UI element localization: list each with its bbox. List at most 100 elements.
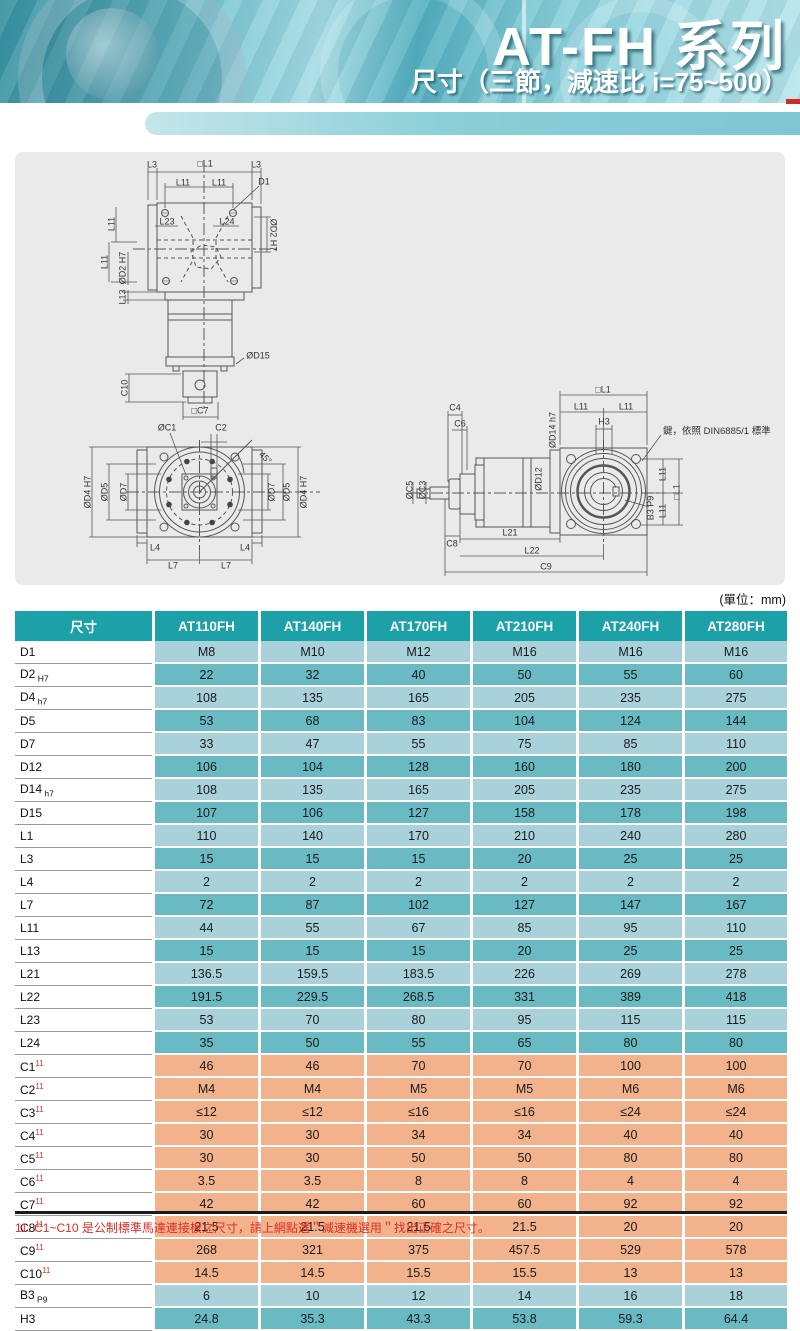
table-header-cell: AT110FH: [152, 611, 258, 641]
row-label: L7: [15, 894, 152, 917]
dim-label: ØD12: [533, 467, 544, 491]
dim-label: ØC5: [404, 480, 415, 500]
cell-value: 14: [470, 1285, 576, 1308]
row-label: D1: [15, 641, 152, 664]
dim-label: C6: [454, 418, 466, 429]
cell-value: 68: [258, 710, 364, 733]
cell-value: M4: [152, 1078, 258, 1101]
cell-value: 108: [152, 779, 258, 802]
cell-value: 529: [576, 1239, 682, 1262]
table-row: L11 44 55 67 85 95 110: [15, 917, 787, 940]
cell-value: M12: [364, 641, 470, 664]
cell-value: 2: [364, 871, 470, 894]
dim-label: ØD5: [281, 482, 292, 502]
technical-drawing: [89, 160, 683, 576]
dim-label: L11: [573, 401, 589, 412]
cell-value: 35.3: [258, 1308, 364, 1331]
cell-value: 47: [258, 733, 364, 756]
cell-value: 92: [682, 1193, 787, 1216]
dim-label: H3: [598, 416, 610, 427]
table-row: D7 33 47 55 75 85 110: [15, 733, 787, 756]
cell-value: 25: [576, 940, 682, 963]
table-row: C411 30 30 34 34 40 40: [15, 1124, 787, 1147]
cell-value: 108: [152, 687, 258, 710]
cell-value: 83: [364, 710, 470, 733]
cell-value: 55: [364, 733, 470, 756]
dim-label: ØD2 H7: [268, 218, 279, 252]
dim-label: L11: [99, 254, 110, 270]
cell-value: 25: [682, 940, 787, 963]
footnote: 11. C1~C10 是公制標準馬達連接板之尺寸，請上網點選＂減速機選用＂找出正…: [15, 1221, 490, 1235]
cell-value: 50: [258, 1032, 364, 1055]
dim-label: L13: [117, 289, 128, 305]
cell-value: 50: [470, 664, 576, 687]
cell-value: 59.3: [576, 1308, 682, 1331]
cell-value: 136.5: [152, 963, 258, 986]
cell-value: 3.5: [152, 1170, 258, 1193]
table-row: B3 P9 6 10 12 14 16 18: [15, 1285, 787, 1308]
cell-value: 92: [576, 1193, 682, 1216]
banner-photo-divider: [522, 0, 526, 103]
cell-value: 205: [470, 779, 576, 802]
cell-value: 229.5: [258, 986, 364, 1009]
cell-value: 2: [682, 871, 787, 894]
cell-value: 198: [682, 802, 787, 825]
row-label: D5: [15, 710, 152, 733]
cell-value: 226: [470, 963, 576, 986]
cell-value: 55: [364, 1032, 470, 1055]
cell-value: 321: [258, 1239, 364, 1262]
table-row: D4 h7 108 135 165 205 235 275: [15, 687, 787, 710]
row-label: L22: [15, 986, 152, 1009]
cell-value: ≤16: [470, 1101, 576, 1124]
cell-value: 60: [470, 1193, 576, 1216]
cell-value: 20: [470, 940, 576, 963]
cell-value: 55: [576, 664, 682, 687]
table-row: D2 H7 22 32 40 50 55 60: [15, 664, 787, 687]
table-row: D12 106 104 128 160 180 200: [15, 756, 787, 779]
cell-value: 33: [152, 733, 258, 756]
cell-value: 65: [470, 1032, 576, 1055]
cell-value: 20: [682, 1216, 787, 1239]
row-label: D4 h7: [15, 687, 152, 710]
cell-value: 127: [470, 894, 576, 917]
unit-label: (單位：mm): [719, 593, 786, 607]
dim-label: ØD7: [266, 482, 277, 502]
row-label: B3 P9: [15, 1285, 152, 1308]
cell-value: 110: [682, 917, 787, 940]
cell-value: 55: [258, 917, 364, 940]
table-header-cell: AT170FH: [364, 611, 470, 641]
cell-value: 2: [576, 871, 682, 894]
cell-value: 389: [576, 986, 682, 1009]
table-row: C711 42 42 60 60 92 92: [15, 1193, 787, 1216]
dim-label: L7: [220, 560, 232, 571]
cell-value: 22: [152, 664, 258, 687]
table-header-row: 尺寸 AT110FH AT140FH AT170FH AT210FH AT240FH AT2…: [15, 611, 787, 641]
cell-value: 124: [576, 710, 682, 733]
row-label: C611: [15, 1170, 152, 1193]
cell-value: ≤24: [682, 1101, 787, 1124]
cell-value: 10: [258, 1285, 364, 1308]
table-row: L4 2 2 2 2 2 2: [15, 871, 787, 894]
dim-label: B3 P9: [645, 495, 656, 521]
cell-value: 53.8: [470, 1308, 576, 1331]
cell-value: 44: [152, 917, 258, 940]
table-header-cell: 尺寸: [15, 611, 152, 641]
cell-value: 128: [364, 756, 470, 779]
row-label: C311: [15, 1101, 152, 1124]
cell-value: 107: [152, 802, 258, 825]
cell-value: 70: [364, 1055, 470, 1078]
cell-value: 25: [576, 848, 682, 871]
dim-label: C2: [215, 422, 227, 433]
dimension-table-body: 尺寸 AT110FH AT140FH AT170FH AT210FH AT240FH AT2…: [15, 611, 787, 1331]
table-row: L1 110 140 170 210 240 280: [15, 825, 787, 848]
dim-label: ØD14 h7: [547, 411, 558, 449]
cell-value: 30: [258, 1147, 364, 1170]
dim-label: L7: [167, 560, 179, 571]
dim-label: L4: [239, 542, 251, 553]
table-row: L7 72 87 102 127 147 167: [15, 894, 787, 917]
cell-value: 14.5: [258, 1262, 364, 1285]
cell-value: 15.5: [364, 1262, 470, 1285]
cell-value: 147: [576, 894, 682, 917]
cell-value: M8: [152, 641, 258, 664]
gearbox-photo-hub: [66, 8, 158, 100]
